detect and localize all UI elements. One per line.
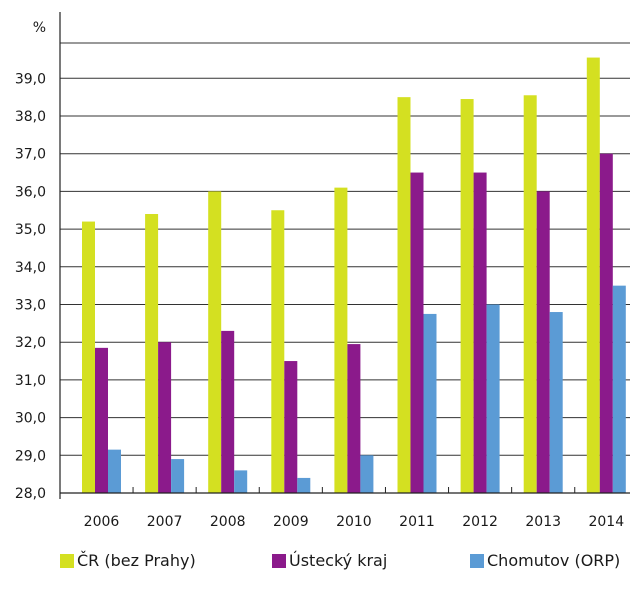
- y-tick-label: 30,0: [15, 411, 46, 427]
- x-tick-label: 2012: [462, 514, 498, 530]
- bar-2007-series-2: [171, 459, 185, 493]
- legend-label-ustecky: Ústecký kraj: [289, 551, 388, 570]
- bar-2014-series-0: [586, 57, 600, 493]
- bar-2013-series-1: [536, 191, 550, 493]
- legend: ČR (bez Prahy) Ústecký kraj Chomutov (OR…: [0, 551, 633, 581]
- bar-2008-series-2: [234, 470, 248, 493]
- bar-2008-series-1: [221, 330, 235, 493]
- bar-2006-series-2: [108, 449, 121, 493]
- bars: [82, 57, 626, 494]
- y-tick-label: 39,0: [15, 71, 46, 87]
- y-tick-label: 38,0: [15, 109, 46, 125]
- legend-label-chomutov: Chomutov (ORP): [487, 551, 621, 570]
- y-tick-label: 37,0: [15, 147, 46, 163]
- legend-label-cr: ČR (bez Prahy): [77, 551, 196, 570]
- bar-2012-series-1: [473, 172, 487, 494]
- legend-item-ustecky: Ústecký kraj: [272, 551, 387, 570]
- bar-2013-series-0: [523, 95, 537, 493]
- x-tick-label: 2013: [525, 514, 561, 530]
- bar-2012-series-2: [486, 304, 500, 493]
- y-tick-label: 32,0: [15, 335, 46, 351]
- x-tick-label: 2009: [273, 514, 309, 530]
- bar-2011-series-1: [410, 172, 424, 494]
- y-tick-label: 29,0: [15, 448, 46, 464]
- legend-swatch-chomutov: [470, 553, 484, 568]
- y-tick-label: 31,0: [15, 373, 46, 389]
- y-tick-label: 28,0: [15, 486, 46, 502]
- x-tick-label: 2007: [147, 514, 183, 530]
- bar-2010-series-1: [347, 344, 361, 493]
- y-tick-label: 34,0: [15, 260, 46, 276]
- x-tick-label: 2010: [336, 514, 372, 530]
- bar-2011-series-0: [397, 97, 411, 494]
- x-tick-label: 2011: [399, 514, 435, 530]
- bar-2008-series-0: [208, 191, 222, 493]
- bar-2006-series-0: [82, 221, 95, 493]
- y-axis-unit-label: %: [33, 20, 46, 36]
- bar-2009-series-2: [297, 477, 311, 493]
- bar-2014-series-1: [599, 153, 613, 493]
- legend-item-chomutov: Chomutov (ORP): [470, 551, 620, 570]
- bar-2010-series-0: [334, 187, 348, 493]
- y-tick-label: 35,0: [15, 222, 46, 238]
- bar-2010-series-2: [360, 455, 374, 493]
- x-tick-label: 2008: [210, 514, 246, 530]
- bar-2007-series-0: [145, 214, 159, 493]
- legend-swatch-cr: [60, 553, 74, 568]
- x-tick-label: 2014: [588, 514, 624, 530]
- x-tick-label: 2006: [84, 514, 120, 530]
- bar-2013-series-2: [549, 312, 563, 493]
- axes: [59, 12, 630, 499]
- bar-2011-series-2: [423, 313, 437, 493]
- bar-2009-series-0: [271, 210, 285, 493]
- legend-item-cr: ČR (bez Prahy): [60, 551, 196, 570]
- y-tick-label: 33,0: [15, 298, 46, 314]
- bar-2007-series-1: [158, 342, 172, 493]
- bar-2012-series-0: [460, 99, 474, 493]
- bar-2009-series-1: [284, 361, 298, 493]
- legend-swatch-ustecky: [272, 553, 286, 568]
- bar-2014-series-2: [612, 285, 626, 493]
- bar-2006-series-1: [95, 347, 108, 493]
- y-tick-label: 36,0: [15, 184, 46, 200]
- tick-labels: 28,0 29,0 30,0 31,0 32,0 33,0 34,0 35,0 36,0 37,0…: [15, 71, 624, 530]
